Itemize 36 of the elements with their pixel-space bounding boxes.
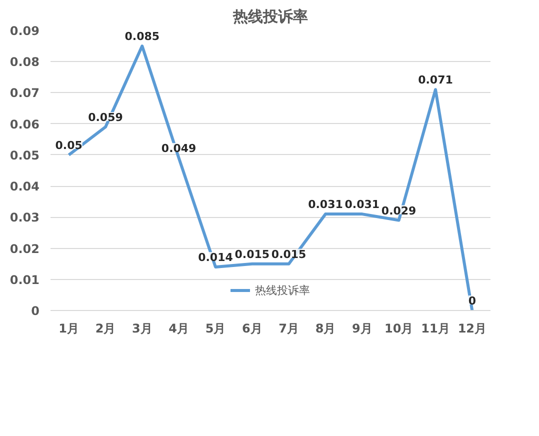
y-tick-label: 0.09	[10, 24, 40, 38]
data-label: 0.029	[381, 204, 416, 218]
y-tick-label: 0.08	[10, 55, 40, 70]
data-label: 0.071	[418, 74, 453, 87]
x-tick-label: 4月	[168, 322, 190, 336]
x-tick-label: 5月	[205, 322, 226, 336]
y-tick-label: 0	[31, 304, 40, 318]
x-tick-label: 6月	[242, 322, 262, 336]
x-tick-label: 10月	[384, 322, 414, 336]
x-tick-label: 1月	[58, 322, 80, 336]
x-tick-label: 2月	[95, 322, 116, 336]
x-tick-label: 8月	[315, 322, 336, 336]
x-tick-label: 12月	[458, 322, 487, 336]
y-tick-label: 0.06	[10, 117, 40, 132]
y-tick-label: 0.04	[10, 180, 40, 194]
data-label: 0.05	[55, 138, 82, 152]
data-label: 0	[468, 294, 476, 308]
y-tick-label: 0.02	[10, 242, 40, 256]
y-tick-label: 0.07	[10, 86, 40, 100]
y-tick-label: 0.03	[10, 210, 40, 225]
data-label: 0.031	[344, 198, 380, 212]
y-tick-label: 0.01	[10, 272, 40, 287]
data-label: 0.015	[271, 248, 306, 261]
data-label: 0.015	[234, 248, 270, 261]
y-tick-label: 0.05	[10, 148, 40, 162]
data-label: 0.031	[308, 198, 343, 212]
x-tick-label: 9月	[352, 322, 372, 336]
chart-title: 热线投诉率	[232, 8, 308, 26]
x-tick-label: 7月	[278, 322, 300, 336]
x-tick-label: 11月	[421, 322, 450, 336]
data-label: 0.059	[88, 110, 123, 124]
x-tick-label: 3月	[132, 322, 152, 336]
data-label: 0.085	[124, 30, 160, 44]
legend-label: 热线投诉率	[255, 282, 310, 298]
data-label: 0.014	[198, 250, 234, 264]
data-label: 0.049	[161, 142, 196, 156]
